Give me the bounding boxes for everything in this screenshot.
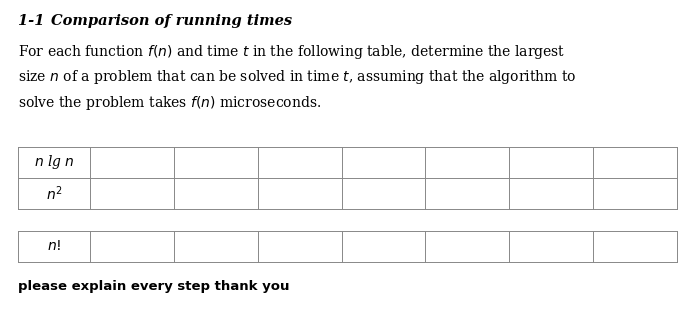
- Text: please explain every step thank you: please explain every step thank you: [18, 280, 290, 293]
- Text: $n$ lg $n$: $n$ lg $n$: [33, 153, 74, 172]
- Text: $n!$: $n!$: [47, 240, 61, 254]
- Text: size $n$ of a problem that can be solved in time $t$, assuming that the algorith: size $n$ of a problem that can be solved…: [18, 69, 577, 86]
- Text: Comparison of running times: Comparison of running times: [51, 14, 292, 28]
- Text: $n^2$: $n^2$: [46, 184, 63, 203]
- Text: For each function $f(n)$ and time $t$ in the following table, determine the larg: For each function $f(n)$ and time $t$ in…: [18, 43, 565, 61]
- Text: solve the problem takes $f(n)$ microseconds.: solve the problem takes $f(n)$ microseco…: [18, 94, 321, 112]
- Text: 1-1: 1-1: [18, 14, 60, 28]
